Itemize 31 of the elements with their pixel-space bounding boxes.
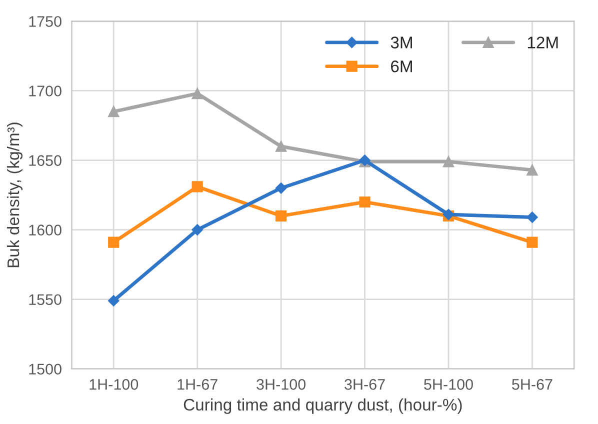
x-tick-label: 1H-67: [178, 379, 218, 390]
y-tick-label: 1750: [29, 16, 62, 27]
x-tick-label: 1H-100: [90, 379, 138, 390]
point: [442, 156, 454, 168]
x-tick-label: 3H-100: [256, 379, 306, 390]
point: [359, 196, 370, 208]
y-tick-label: 1600: [29, 224, 62, 236]
point: [192, 181, 203, 192]
x-tick-label: 5H-100: [424, 379, 473, 390]
y-tick-label: 1650: [29, 155, 62, 166]
point: [108, 106, 120, 118]
legend-label: 6M: [391, 60, 412, 72]
y-axis-title: Buk density, (kg/m³): [6, 122, 22, 268]
x-axis-title: Curing time and quarry dust, (hour-%): [184, 398, 462, 414]
point: [276, 140, 287, 152]
x-tick-label: 3H-67: [344, 379, 385, 390]
legend-label: 12M: [528, 36, 558, 48]
point: [192, 224, 203, 236]
point: [108, 295, 120, 306]
x-tick-label: 5H-67: [512, 379, 552, 390]
point: [526, 164, 538, 176]
point: [526, 212, 538, 223]
y-tick-label: 1550: [29, 294, 62, 306]
y-tick-label: 1700: [29, 86, 62, 96]
point: [108, 236, 120, 248]
point: [526, 236, 538, 248]
y-tick-label: 1500: [29, 364, 62, 375]
point: [276, 210, 287, 222]
point: [275, 182, 287, 194]
point: [192, 88, 203, 100]
legend-label: 3M: [390, 36, 412, 48]
